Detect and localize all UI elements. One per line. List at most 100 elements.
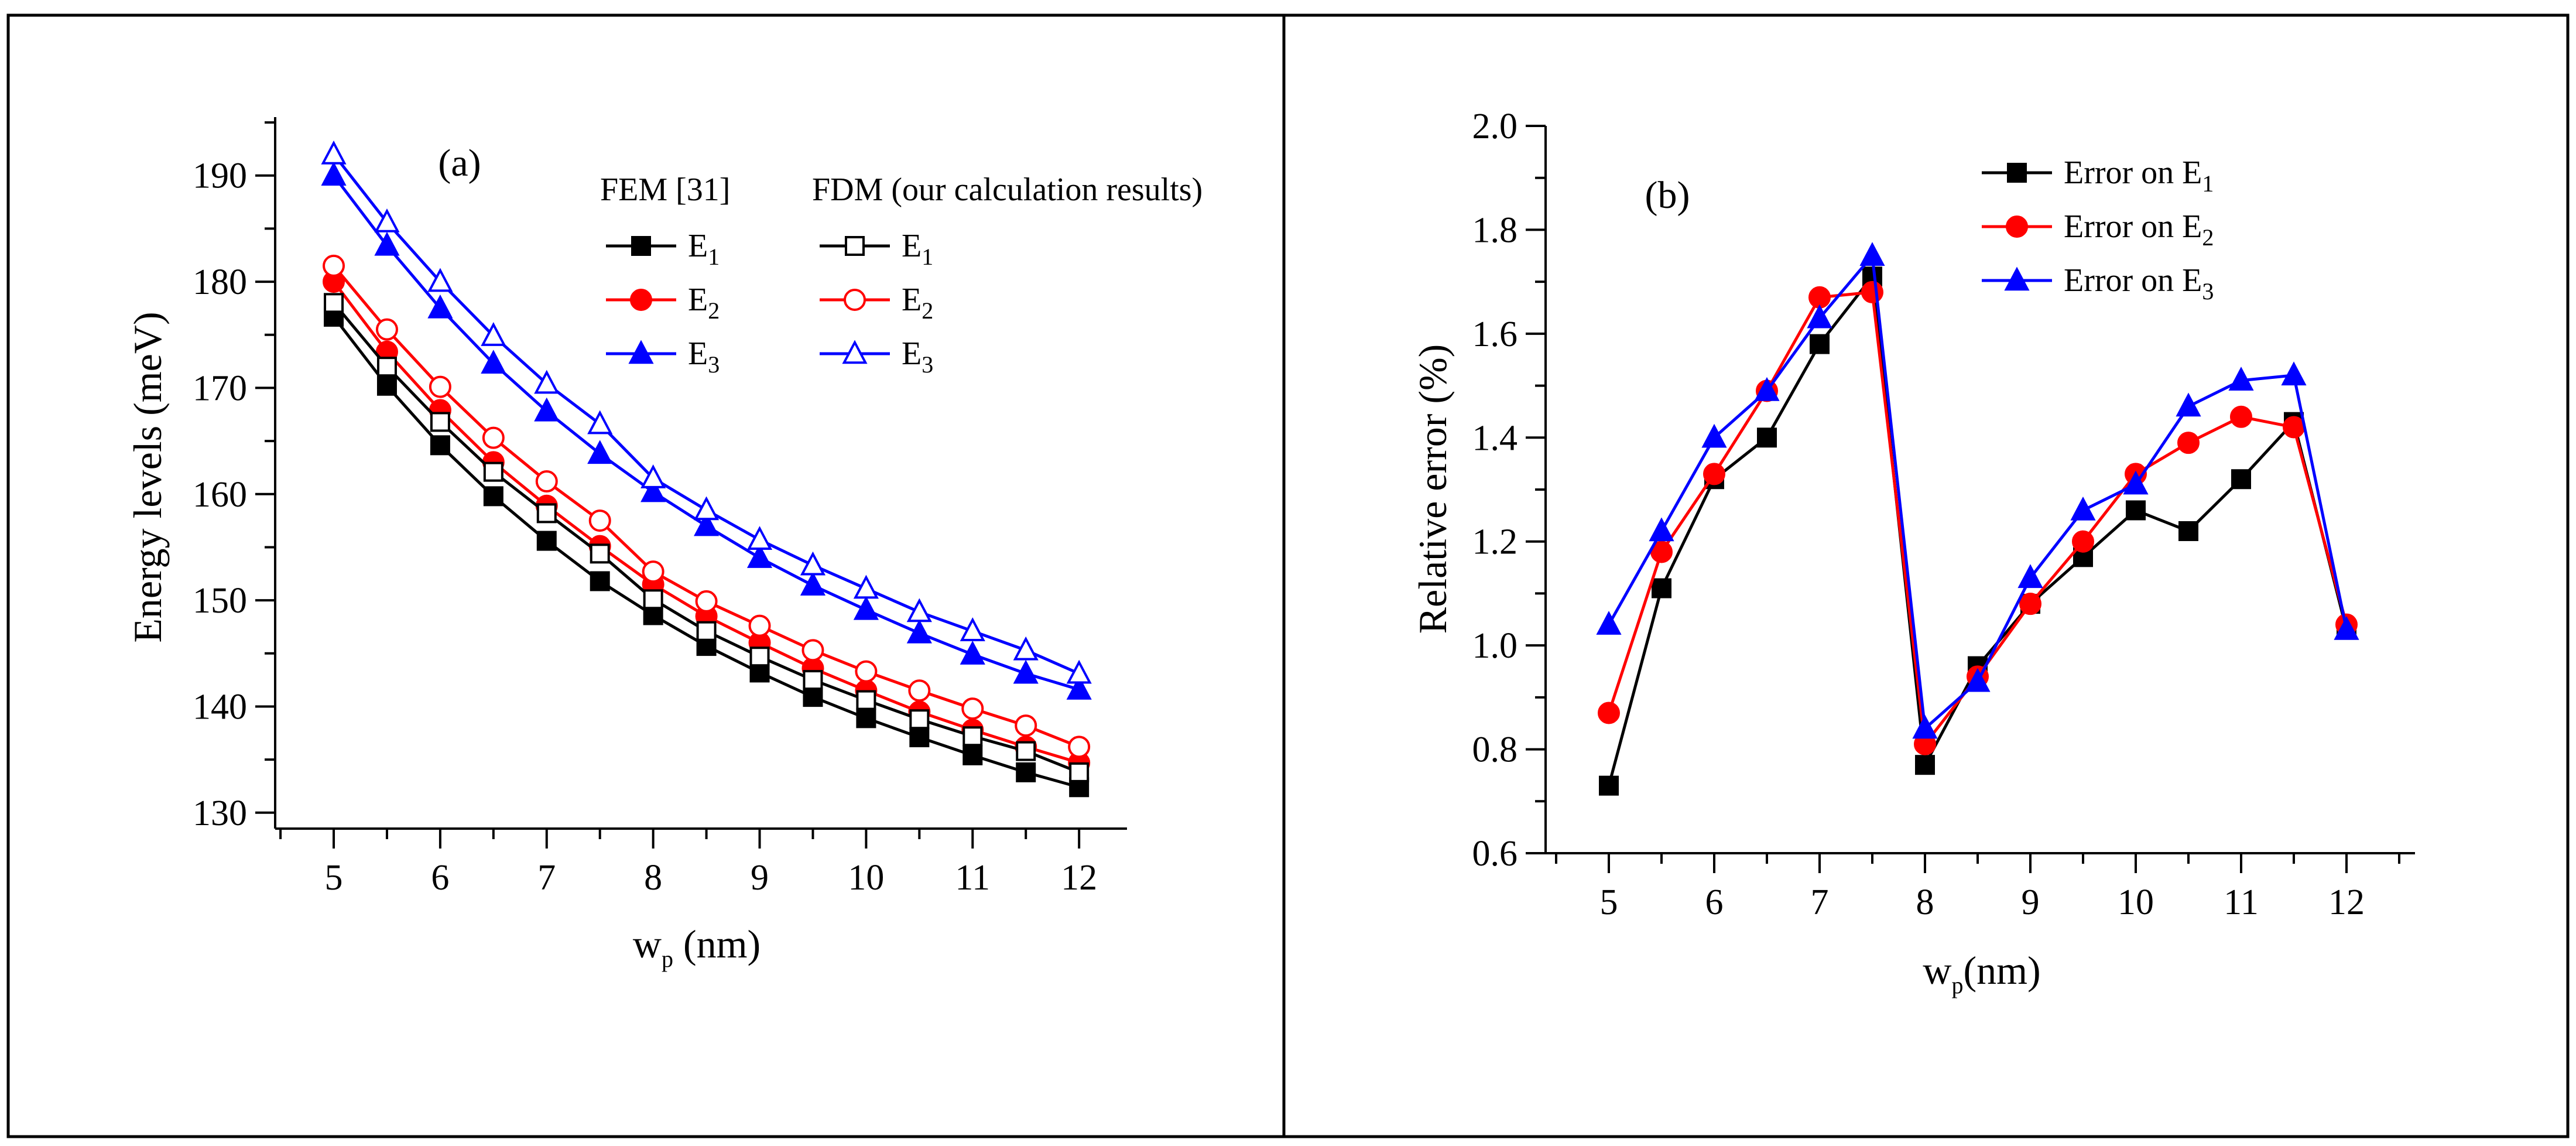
data-point-a-6 (587, 410, 613, 435)
legend-a-marker-5 (844, 289, 866, 311)
data-point-a-5 (695, 590, 718, 613)
data-point-a-5 (588, 509, 611, 532)
data-point-a-4 (324, 293, 344, 313)
y-tick-label-b: 1.0 (1472, 626, 1518, 666)
data-point-b-3 (2017, 564, 2043, 589)
data-point-b-1 (1757, 427, 1777, 448)
data-point-a-3 (427, 294, 453, 319)
data-point-a-6 (374, 208, 400, 232)
data-point-b-2 (1703, 463, 1725, 485)
data-point-a-1 (376, 375, 397, 396)
x-tick-label-a: 7 (537, 858, 556, 898)
legend-b-label-1: Error on E1 (2064, 155, 2214, 197)
data-point-a-6 (746, 526, 773, 550)
legend-a-label-base-6: E (902, 336, 922, 372)
data-point-b-2 (2019, 593, 2041, 615)
y-tick-label-a: 170 (193, 368, 247, 408)
data-point-a-3 (374, 231, 400, 256)
x-tick-label-a: 5 (325, 858, 343, 898)
data-point-a-5 (482, 426, 505, 449)
x-axis-title-b-base: w (1923, 948, 1951, 993)
data-point-a-5 (1015, 714, 1037, 737)
data-point-b-2 (1650, 540, 1673, 563)
data-point-a-5 (801, 639, 824, 662)
data-point-a-5 (429, 375, 451, 398)
data-point-a-6 (853, 574, 879, 599)
legend-a-label-base-2: E (688, 282, 708, 318)
y-tick-label-b: 1.4 (1472, 418, 1518, 458)
legend-a-label-3: E3 (688, 336, 720, 378)
data-point-b-3 (2228, 367, 2254, 391)
legend-b-marker-3 (2004, 266, 2030, 291)
data-point-a-3 (746, 544, 773, 568)
data-point-a-1 (749, 662, 770, 683)
legend-a-label-sub-3: 3 (708, 351, 720, 378)
legend-b-label-sub-1: 1 (2202, 170, 2214, 197)
data-point-a-1 (1016, 762, 1036, 782)
legend-a: FEM [31] FDM (our calculation results) E… (600, 172, 1203, 378)
legend-a-label-6: E3 (902, 336, 933, 378)
data-point-a-3 (960, 641, 985, 665)
data-point-a-6 (427, 268, 453, 292)
legend-a-label-base-1: E (688, 228, 708, 264)
y-tick-label-b: 1.8 (1472, 210, 1518, 250)
data-point-b-3 (1912, 714, 1938, 739)
data-point-b-2 (1598, 702, 1620, 724)
data-point-a-4 (430, 412, 450, 432)
data-point-a-5 (375, 318, 398, 341)
legend-a-group-fem: FEM [31] (600, 172, 730, 208)
chart-panel-b: 5 6 7 8 9 10 11 120.60.81.01.21.41.61.82.0 (b) … (1410, 107, 2415, 998)
data-point-b-3 (2281, 361, 2307, 386)
data-point-a-1 (430, 435, 450, 456)
data-point-b-2 (2177, 432, 2200, 454)
data-point-b-3 (1859, 242, 1885, 266)
data-point-b-3 (1649, 517, 1674, 542)
x-tick-label-b: 9 (2022, 882, 2040, 922)
legend-a-label-sub-5: 2 (922, 297, 933, 324)
data-point-a-3 (481, 350, 506, 374)
data-point-a-5 (642, 560, 664, 583)
data-point-b-1 (1810, 334, 1830, 354)
data-point-b-3 (1596, 611, 1622, 635)
y-tick-label-b: 2.0 (1472, 107, 1518, 146)
data-point-b-2 (1861, 280, 1883, 303)
data-point-b-3 (2176, 392, 2201, 417)
y-tick-label-a: 150 (193, 581, 247, 621)
x-axis-title-a-sub: p (662, 946, 673, 972)
data-point-a-3 (640, 478, 666, 502)
data-point-a-3 (853, 596, 879, 620)
data-point-b-2 (2283, 416, 2305, 439)
data-point-a-6 (640, 464, 666, 488)
legend-a-label-base-4: E (902, 228, 922, 264)
x-tick-label-a: 6 (431, 858, 449, 898)
legend-a-label-base-5: E (902, 282, 922, 318)
data-point-a-1 (962, 745, 983, 765)
legend-a-marker-6 (842, 340, 868, 364)
data-point-a-3 (906, 619, 932, 644)
legend-b-marker-2 (2006, 215, 2028, 238)
x-tick-label-a: 10 (848, 858, 884, 898)
data-point-b-3 (1807, 304, 1832, 329)
data-point-a-5 (1068, 736, 1091, 758)
y-tick-label-b: 0.8 (1472, 730, 1518, 770)
data-point-b-1 (1915, 755, 1935, 775)
legend-a-marker-2 (630, 289, 652, 311)
legend-a-label-5: E2 (902, 282, 933, 324)
y-axis-title-a: Energy levels (meV) (125, 312, 170, 642)
data-point-a-6 (1013, 636, 1039, 661)
y-tick-label-a: 180 (193, 262, 247, 302)
y-tick-label-a: 140 (193, 687, 247, 727)
data-point-a-4 (643, 589, 663, 610)
data-point-a-3 (800, 572, 826, 596)
legend-b-label-3: Error on E3 (2064, 262, 2214, 305)
data-point-b-3 (1701, 423, 1727, 448)
legend-b-label-sub-3: 3 (2202, 278, 2214, 305)
y-tick-label-a: 190 (193, 156, 247, 196)
data-point-a-1 (590, 571, 610, 591)
panel-label-b: (b) (1645, 174, 1690, 217)
x-tick-label-a: 8 (644, 858, 662, 898)
legend-a-label-1: E1 (688, 228, 720, 270)
figure-border (6, 13, 2570, 1138)
